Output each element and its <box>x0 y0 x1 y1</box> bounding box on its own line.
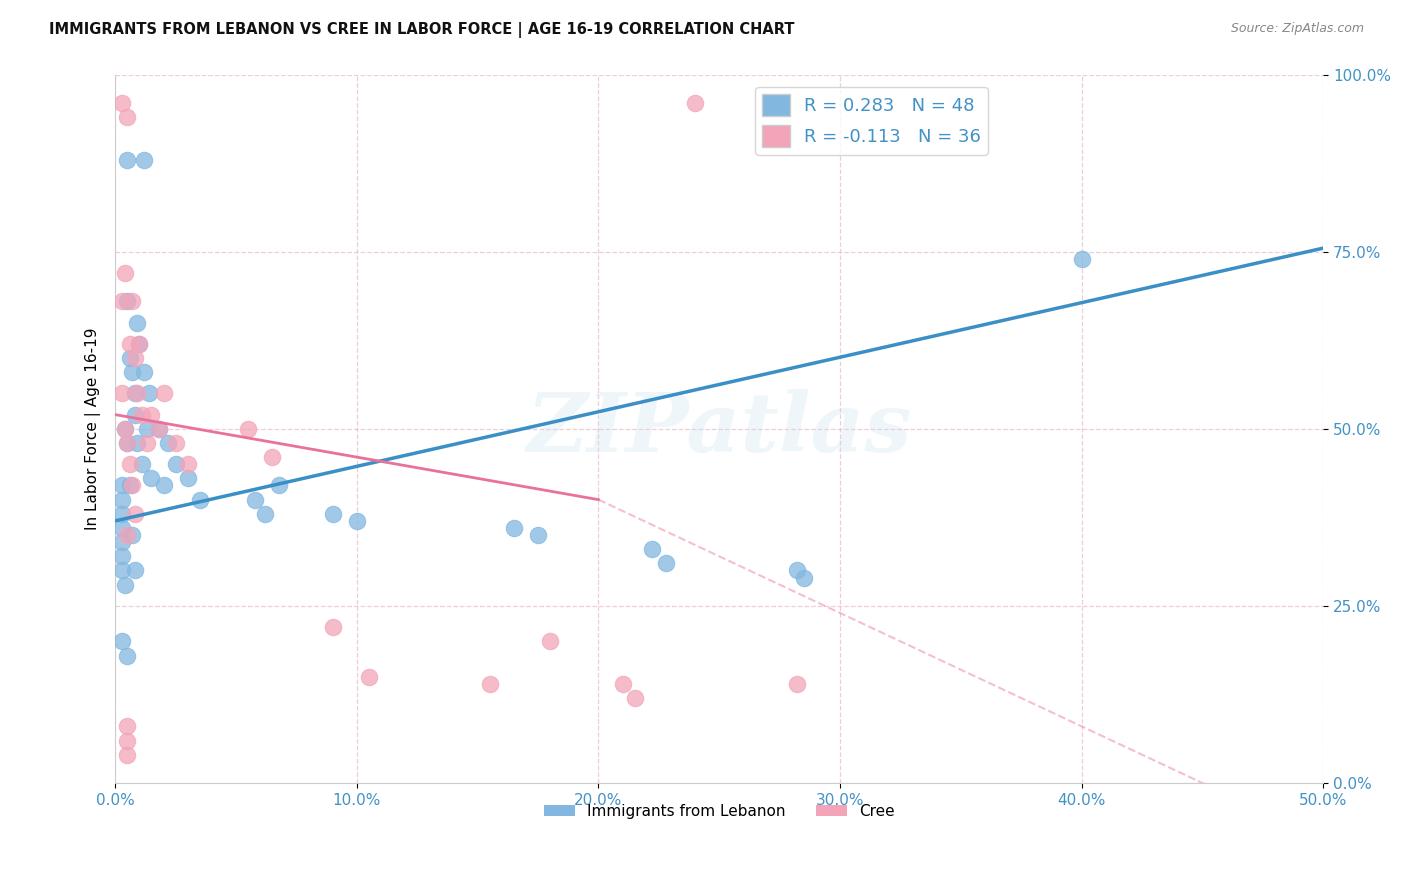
Point <box>111 478 134 492</box>
Point <box>111 535 134 549</box>
Point <box>111 549 134 564</box>
Point <box>121 294 143 309</box>
Point <box>357 670 380 684</box>
Point <box>114 422 136 436</box>
Point <box>114 422 136 436</box>
Point <box>236 422 259 436</box>
Point <box>114 577 136 591</box>
Point <box>124 351 146 365</box>
Point <box>135 436 157 450</box>
Point <box>111 521 134 535</box>
Point <box>346 514 368 528</box>
Point <box>124 408 146 422</box>
Point <box>111 95 134 110</box>
Point <box>111 386 134 401</box>
Point <box>117 648 139 663</box>
Point <box>253 507 276 521</box>
Text: IMMIGRANTS FROM LEBANON VS CREE IN LABOR FORCE | AGE 16-19 CORRELATION CHART: IMMIGRANTS FROM LEBANON VS CREE IN LABOR… <box>49 22 794 38</box>
Point <box>117 747 139 762</box>
Point <box>111 634 134 648</box>
Point <box>683 95 706 110</box>
Point <box>121 478 143 492</box>
Point <box>245 492 267 507</box>
Point <box>125 316 148 330</box>
Point <box>176 471 198 485</box>
Point <box>176 457 198 471</box>
Point <box>128 336 150 351</box>
Point <box>117 294 139 309</box>
Point <box>148 422 170 436</box>
Point <box>131 408 153 422</box>
Point <box>138 386 160 401</box>
Point <box>502 521 524 535</box>
Point <box>322 507 344 521</box>
Point <box>141 408 163 422</box>
Point <box>117 436 139 450</box>
Point <box>322 620 344 634</box>
Point <box>134 365 156 379</box>
Point <box>124 564 146 578</box>
Point <box>131 457 153 471</box>
Point <box>117 719 139 733</box>
Point <box>111 294 134 309</box>
Point <box>117 733 139 747</box>
Point <box>269 478 291 492</box>
Point <box>152 478 174 492</box>
Point <box>121 528 143 542</box>
Point <box>135 422 157 436</box>
Text: ZIPatlas: ZIPatlas <box>526 389 912 469</box>
Point <box>118 351 141 365</box>
Point <box>141 471 163 485</box>
Point <box>118 478 141 492</box>
Point <box>111 507 134 521</box>
Point <box>538 634 561 648</box>
Point <box>111 492 134 507</box>
Legend: Immigrants from Lebanon, Cree: Immigrants from Lebanon, Cree <box>538 797 900 825</box>
Point <box>188 492 211 507</box>
Point <box>117 528 139 542</box>
Point <box>786 564 808 578</box>
Point <box>148 422 170 436</box>
Point <box>612 677 634 691</box>
Point <box>134 153 156 167</box>
Point <box>623 691 645 706</box>
Point <box>165 457 187 471</box>
Y-axis label: In Labor Force | Age 16-19: In Labor Force | Age 16-19 <box>86 327 101 530</box>
Point <box>262 450 284 464</box>
Point <box>478 677 501 691</box>
Point <box>786 677 808 691</box>
Point <box>125 386 148 401</box>
Point <box>118 457 141 471</box>
Point <box>640 542 662 557</box>
Point <box>655 557 678 571</box>
Point <box>128 336 150 351</box>
Point <box>124 386 146 401</box>
Point <box>152 386 174 401</box>
Point <box>793 570 815 584</box>
Point <box>124 507 146 521</box>
Point <box>111 564 134 578</box>
Point <box>1070 252 1092 266</box>
Point <box>125 436 148 450</box>
Point <box>117 110 139 124</box>
Point <box>117 153 139 167</box>
Point <box>165 436 187 450</box>
Point <box>121 365 143 379</box>
Point <box>118 336 141 351</box>
Point <box>157 436 180 450</box>
Text: Source: ZipAtlas.com: Source: ZipAtlas.com <box>1230 22 1364 36</box>
Point <box>527 528 550 542</box>
Point <box>117 436 139 450</box>
Point <box>114 266 136 280</box>
